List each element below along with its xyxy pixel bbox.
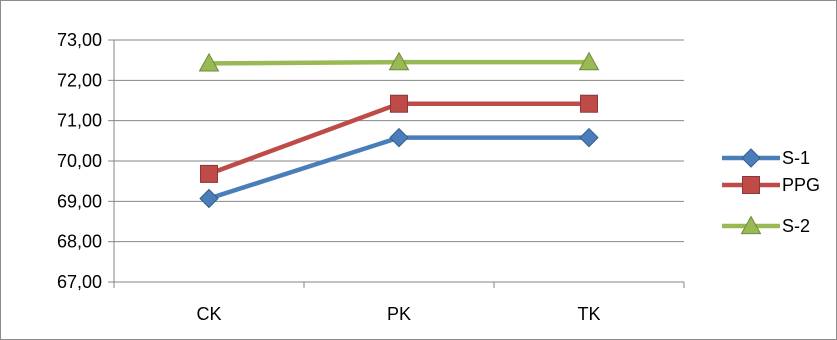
data-point-s-1 xyxy=(199,188,219,209)
legend-label-ppg: PPG xyxy=(782,175,820,195)
data-point-ppg xyxy=(390,94,408,113)
axes xyxy=(108,39,685,288)
y-tick-label: 70,00 xyxy=(57,151,102,171)
series-ppg xyxy=(200,94,598,183)
series-s-2 xyxy=(198,51,600,72)
data-point-ppg xyxy=(200,164,218,183)
data-point-s-2 xyxy=(578,51,600,71)
legend-entry-s-2: S-2 xyxy=(722,215,810,236)
data-point-s-1 xyxy=(579,127,599,148)
legend-entry-ppg: PPG xyxy=(722,175,820,195)
x-tick-label-pk: PK xyxy=(387,304,411,324)
data-point-s-2 xyxy=(388,51,410,71)
series-lines xyxy=(198,51,600,209)
y-tick-labels: 67,00 68,00 69,00 70,00 71,00 72,00 73,00 xyxy=(57,30,102,292)
legend: S-1 PPG S-2 xyxy=(722,148,820,236)
y-tick-label: 71,00 xyxy=(57,111,102,131)
y-tick-label: 72,00 xyxy=(57,70,102,90)
legend-entry-s-1: S-1 xyxy=(722,148,810,168)
y-tick-label: 73,00 xyxy=(57,30,102,50)
series-s-1 xyxy=(199,127,599,209)
legend-marker-ppg xyxy=(742,176,760,194)
x-tick-labels: CK PK TK xyxy=(196,304,600,324)
legend-label-s-1: S-1 xyxy=(782,148,810,168)
data-point-ppg xyxy=(580,94,598,113)
legend-marker-s-1 xyxy=(741,148,761,168)
y-tick-label: 68,00 xyxy=(57,232,102,252)
x-tick-label-ck: CK xyxy=(196,304,221,324)
legend-label-s-2: S-2 xyxy=(782,216,810,236)
y-tick-label: 67,00 xyxy=(57,272,102,292)
legend-marker-s-2 xyxy=(740,215,762,235)
data-point-s-2 xyxy=(198,52,220,72)
y-tick-label: 69,00 xyxy=(57,191,102,211)
data-point-s-1 xyxy=(389,127,409,148)
x-tick-label-tk: TK xyxy=(577,304,600,324)
